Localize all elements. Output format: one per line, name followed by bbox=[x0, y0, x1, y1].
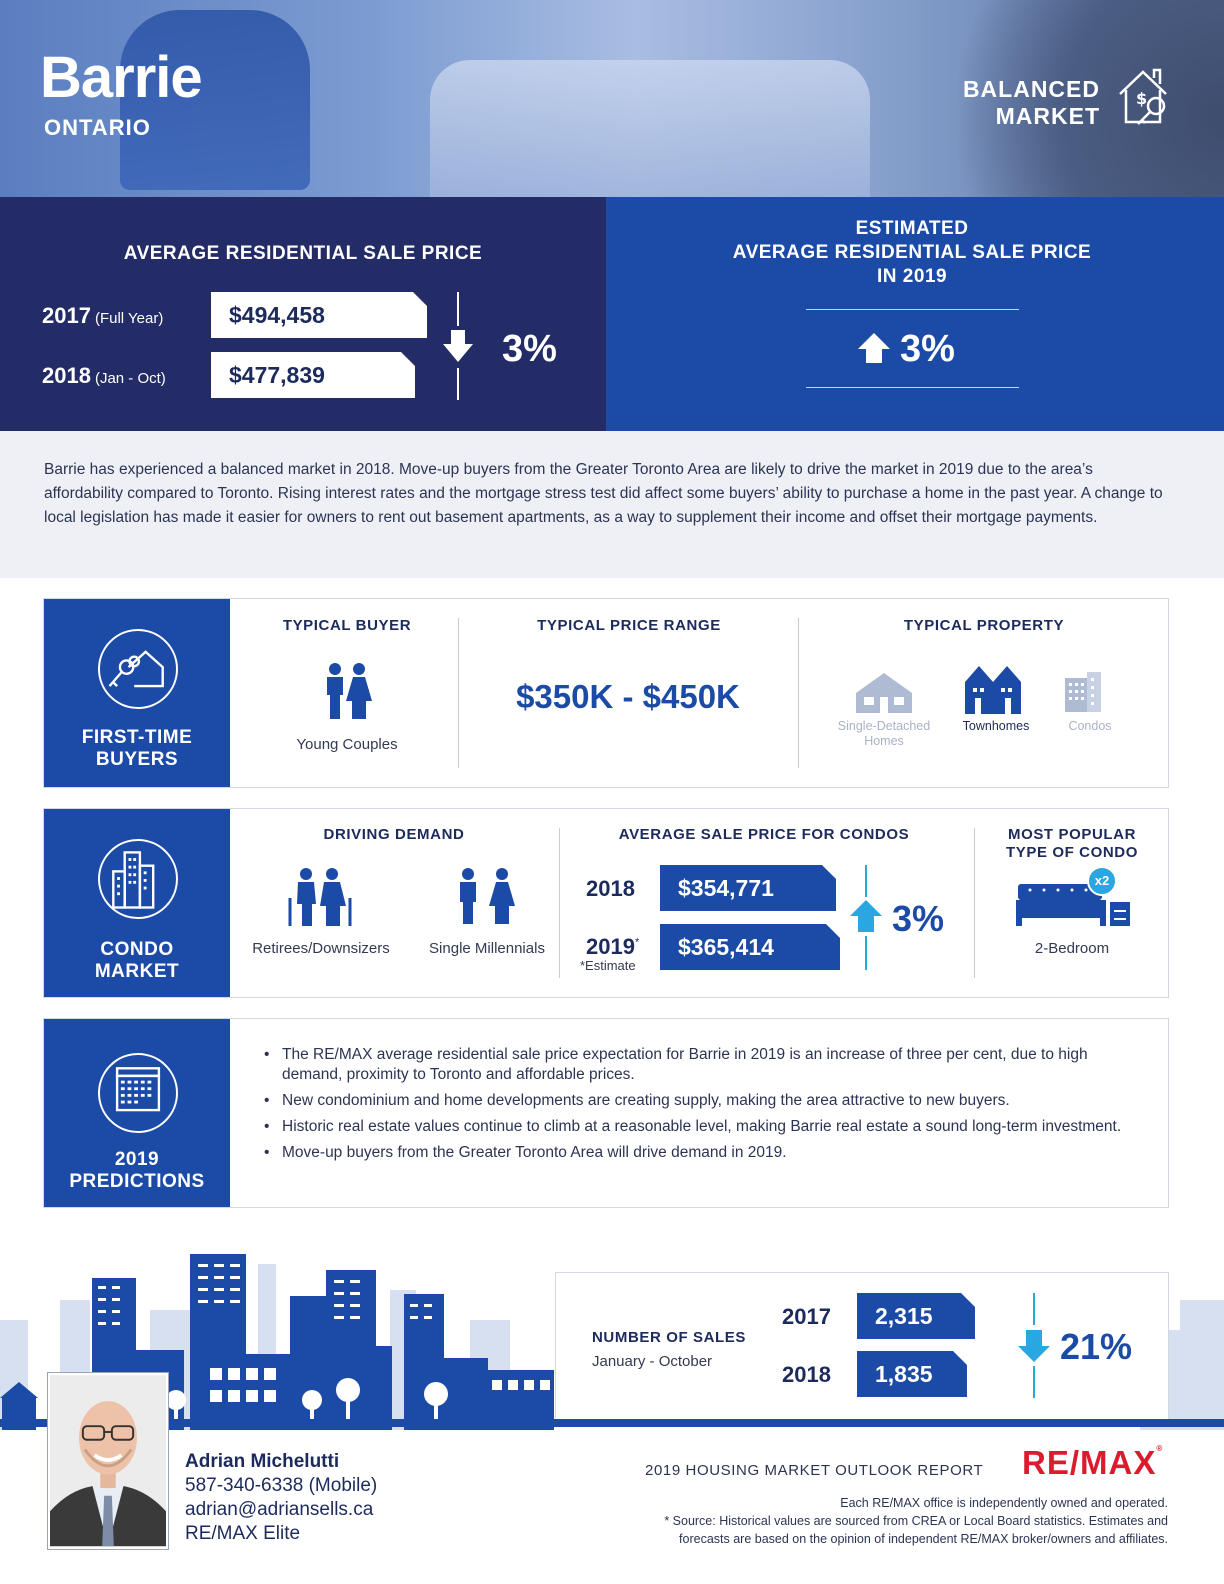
divider bbox=[798, 618, 799, 768]
hero-sofa-image bbox=[430, 60, 870, 197]
sales-value-2017: 2,315 bbox=[857, 1293, 975, 1339]
predictions-label: 2019 PREDICTIONS bbox=[69, 1149, 205, 1192]
disclaimer: Each RE/MAX office is independently owne… bbox=[664, 1496, 1168, 1546]
change-line-bottom bbox=[1033, 1366, 1035, 1398]
single-millennials-icon bbox=[460, 868, 515, 924]
condo-market-tab: CONDO MARKET bbox=[44, 809, 230, 997]
change-line-top bbox=[1033, 1293, 1035, 1325]
condo-tower-icon bbox=[98, 839, 178, 919]
condo-market-card: CONDO MARKET bbox=[43, 808, 1169, 998]
sales-value-2018: 1,835 bbox=[857, 1351, 967, 1397]
demand-retirees-label: Retirees/Downsizers bbox=[252, 940, 390, 957]
price-value-2018: $477,839 bbox=[211, 352, 415, 398]
price-year-2017: 2017 (Full Year) bbox=[42, 303, 164, 328]
calendar-icon bbox=[98, 1053, 178, 1133]
agent-office: RE/MAX Elite bbox=[185, 1523, 301, 1544]
market-status-line1: BALANCED bbox=[962, 76, 1100, 102]
list-item: Move-up buyers from the Greater Toronto … bbox=[262, 1143, 1142, 1163]
market-status-line2: MARKET bbox=[995, 103, 1100, 129]
estimate-panel bbox=[606, 197, 1224, 431]
condo-building-icon bbox=[1065, 672, 1101, 712]
remax-logo: RE/MAX® bbox=[1022, 1444, 1164, 1481]
hero-chair-image bbox=[120, 10, 310, 190]
agent-contact: Adrian Michelutti 587-340-6338 (Mobile) … bbox=[185, 1450, 377, 1546]
bed-icon bbox=[1016, 866, 1130, 926]
divider bbox=[974, 828, 975, 978]
arrow-down-icon bbox=[1018, 1330, 1050, 1362]
condo-price-heading: AVERAGE SALE PRICE FOR CONDOS bbox=[618, 826, 910, 843]
change-line-top bbox=[457, 292, 459, 326]
typical-buyer-value: Young Couples bbox=[296, 736, 398, 753]
condo-change-percent: 3% bbox=[892, 898, 945, 939]
market-status: BALANCED MARKET bbox=[963, 76, 1100, 130]
agent-phone[interactable]: 587-340-6338 (Mobile) bbox=[185, 1475, 378, 1496]
price-range-heading: TYPICAL PRICE RANGE bbox=[537, 617, 721, 634]
condo-market-label: CONDO MARKET bbox=[94, 939, 180, 982]
typical-buyer-heading: TYPICAL BUYER bbox=[282, 617, 412, 634]
agent-email[interactable]: adrian@adriansells.ca bbox=[185, 1499, 374, 1520]
market-summary: Barrie has experienced a balanced market… bbox=[0, 431, 1224, 578]
market-summary-text: Barrie has experienced a balanced market… bbox=[44, 461, 1163, 526]
condo-price-2019: $365,414 bbox=[660, 924, 840, 970]
estimate-divider-top bbox=[806, 309, 1019, 310]
popular-condo-value: 2-Bedroom bbox=[1034, 940, 1110, 957]
price-change-percent: 3% bbox=[502, 328, 557, 370]
svg-text:$: $ bbox=[1136, 89, 1147, 108]
price-year-2018: 2018 (Jan - Oct) bbox=[42, 363, 166, 388]
detached-home-icon bbox=[856, 673, 912, 713]
divider bbox=[458, 618, 459, 768]
condo-year-2019: 2019* bbox=[586, 934, 640, 959]
report-title: 2019 HOUSING MARKET OUTLOOK REPORT bbox=[645, 1462, 984, 1479]
estimate-divider-bottom bbox=[806, 387, 1019, 388]
condo-year-2018: 2018 bbox=[586, 876, 635, 901]
hero-banner bbox=[0, 0, 1224, 197]
typical-property-heading: TYPICAL PROPERTY bbox=[903, 617, 1065, 634]
agent-photo bbox=[47, 1372, 169, 1550]
townhome-icon bbox=[965, 666, 1021, 714]
estimate-heading: ESTIMATED AVERAGE RESIDENTIAL SALE PRICE… bbox=[732, 218, 1092, 287]
property-townhomes-label: Townhomes bbox=[962, 719, 1030, 733]
arrow-up-icon bbox=[850, 900, 882, 932]
first-time-buyers-tab: FIRST-TIME BUYERS bbox=[44, 599, 230, 787]
list-item: New condominium and home developments ar… bbox=[262, 1091, 1142, 1111]
change-line-bottom bbox=[865, 936, 867, 970]
list-item: Historic real estate values continue to … bbox=[262, 1117, 1142, 1137]
city-skyline-illustration bbox=[0, 1254, 1224, 1430]
agent-name: Adrian Michelutti bbox=[185, 1451, 340, 1472]
driving-demand-heading: DRIVING DEMAND bbox=[323, 826, 465, 843]
sales-title: NUMBER OF SALES bbox=[592, 1329, 747, 1346]
divider bbox=[559, 828, 560, 978]
sales-subtitle: January - October bbox=[592, 1353, 713, 1370]
predictions-tab: 2019 PREDICTIONS bbox=[44, 1019, 230, 1207]
estimate-change-percent: 3% bbox=[900, 328, 955, 370]
house-key-icon: $ bbox=[1119, 68, 1167, 125]
retirees-icon bbox=[288, 868, 352, 926]
sales-year-2017: 2017 bbox=[782, 1304, 831, 1329]
arrow-down-icon bbox=[443, 330, 473, 362]
price-range-value: $350K - $450K bbox=[516, 678, 740, 715]
couple-icon bbox=[327, 663, 372, 719]
predictions-list: The RE/MAX average residential sale pric… bbox=[262, 1045, 1142, 1169]
sales-year-2018: 2018 bbox=[782, 1362, 831, 1387]
change-line-bottom bbox=[457, 368, 459, 400]
change-line-top bbox=[865, 865, 867, 897]
price-value-2017: $494,458 bbox=[211, 292, 427, 338]
hero-shade bbox=[884, 0, 1224, 197]
property-detached-label: Single-Detached Homes bbox=[837, 719, 931, 748]
first-time-buyers-label: FIRST-TIME BUYERS bbox=[81, 727, 193, 770]
footer-divider bbox=[0, 1419, 1224, 1427]
sales-change-percent: 21% bbox=[1060, 1326, 1133, 1367]
popular-condo-badge: x2 bbox=[1094, 873, 1110, 888]
condo-price-2018: $354,771 bbox=[660, 865, 836, 911]
arrow-up-icon bbox=[858, 333, 890, 363]
property-condos-label: Condos bbox=[1068, 719, 1112, 733]
city-title: Barrie bbox=[40, 45, 203, 110]
average-price-heading: AVERAGE RESIDENTIAL SALE PRICE bbox=[123, 243, 483, 264]
popular-condo-heading: MOST POPULAR TYPE OF CONDO bbox=[1006, 826, 1138, 861]
estimate-footnote: *Estimate bbox=[580, 958, 636, 973]
province-subtitle: ONTARIO bbox=[44, 115, 151, 140]
list-item: The RE/MAX average residential sale pric… bbox=[262, 1045, 1142, 1085]
keys-house-icon bbox=[98, 629, 178, 709]
demand-millennials-label: Single Millennials bbox=[429, 940, 545, 957]
